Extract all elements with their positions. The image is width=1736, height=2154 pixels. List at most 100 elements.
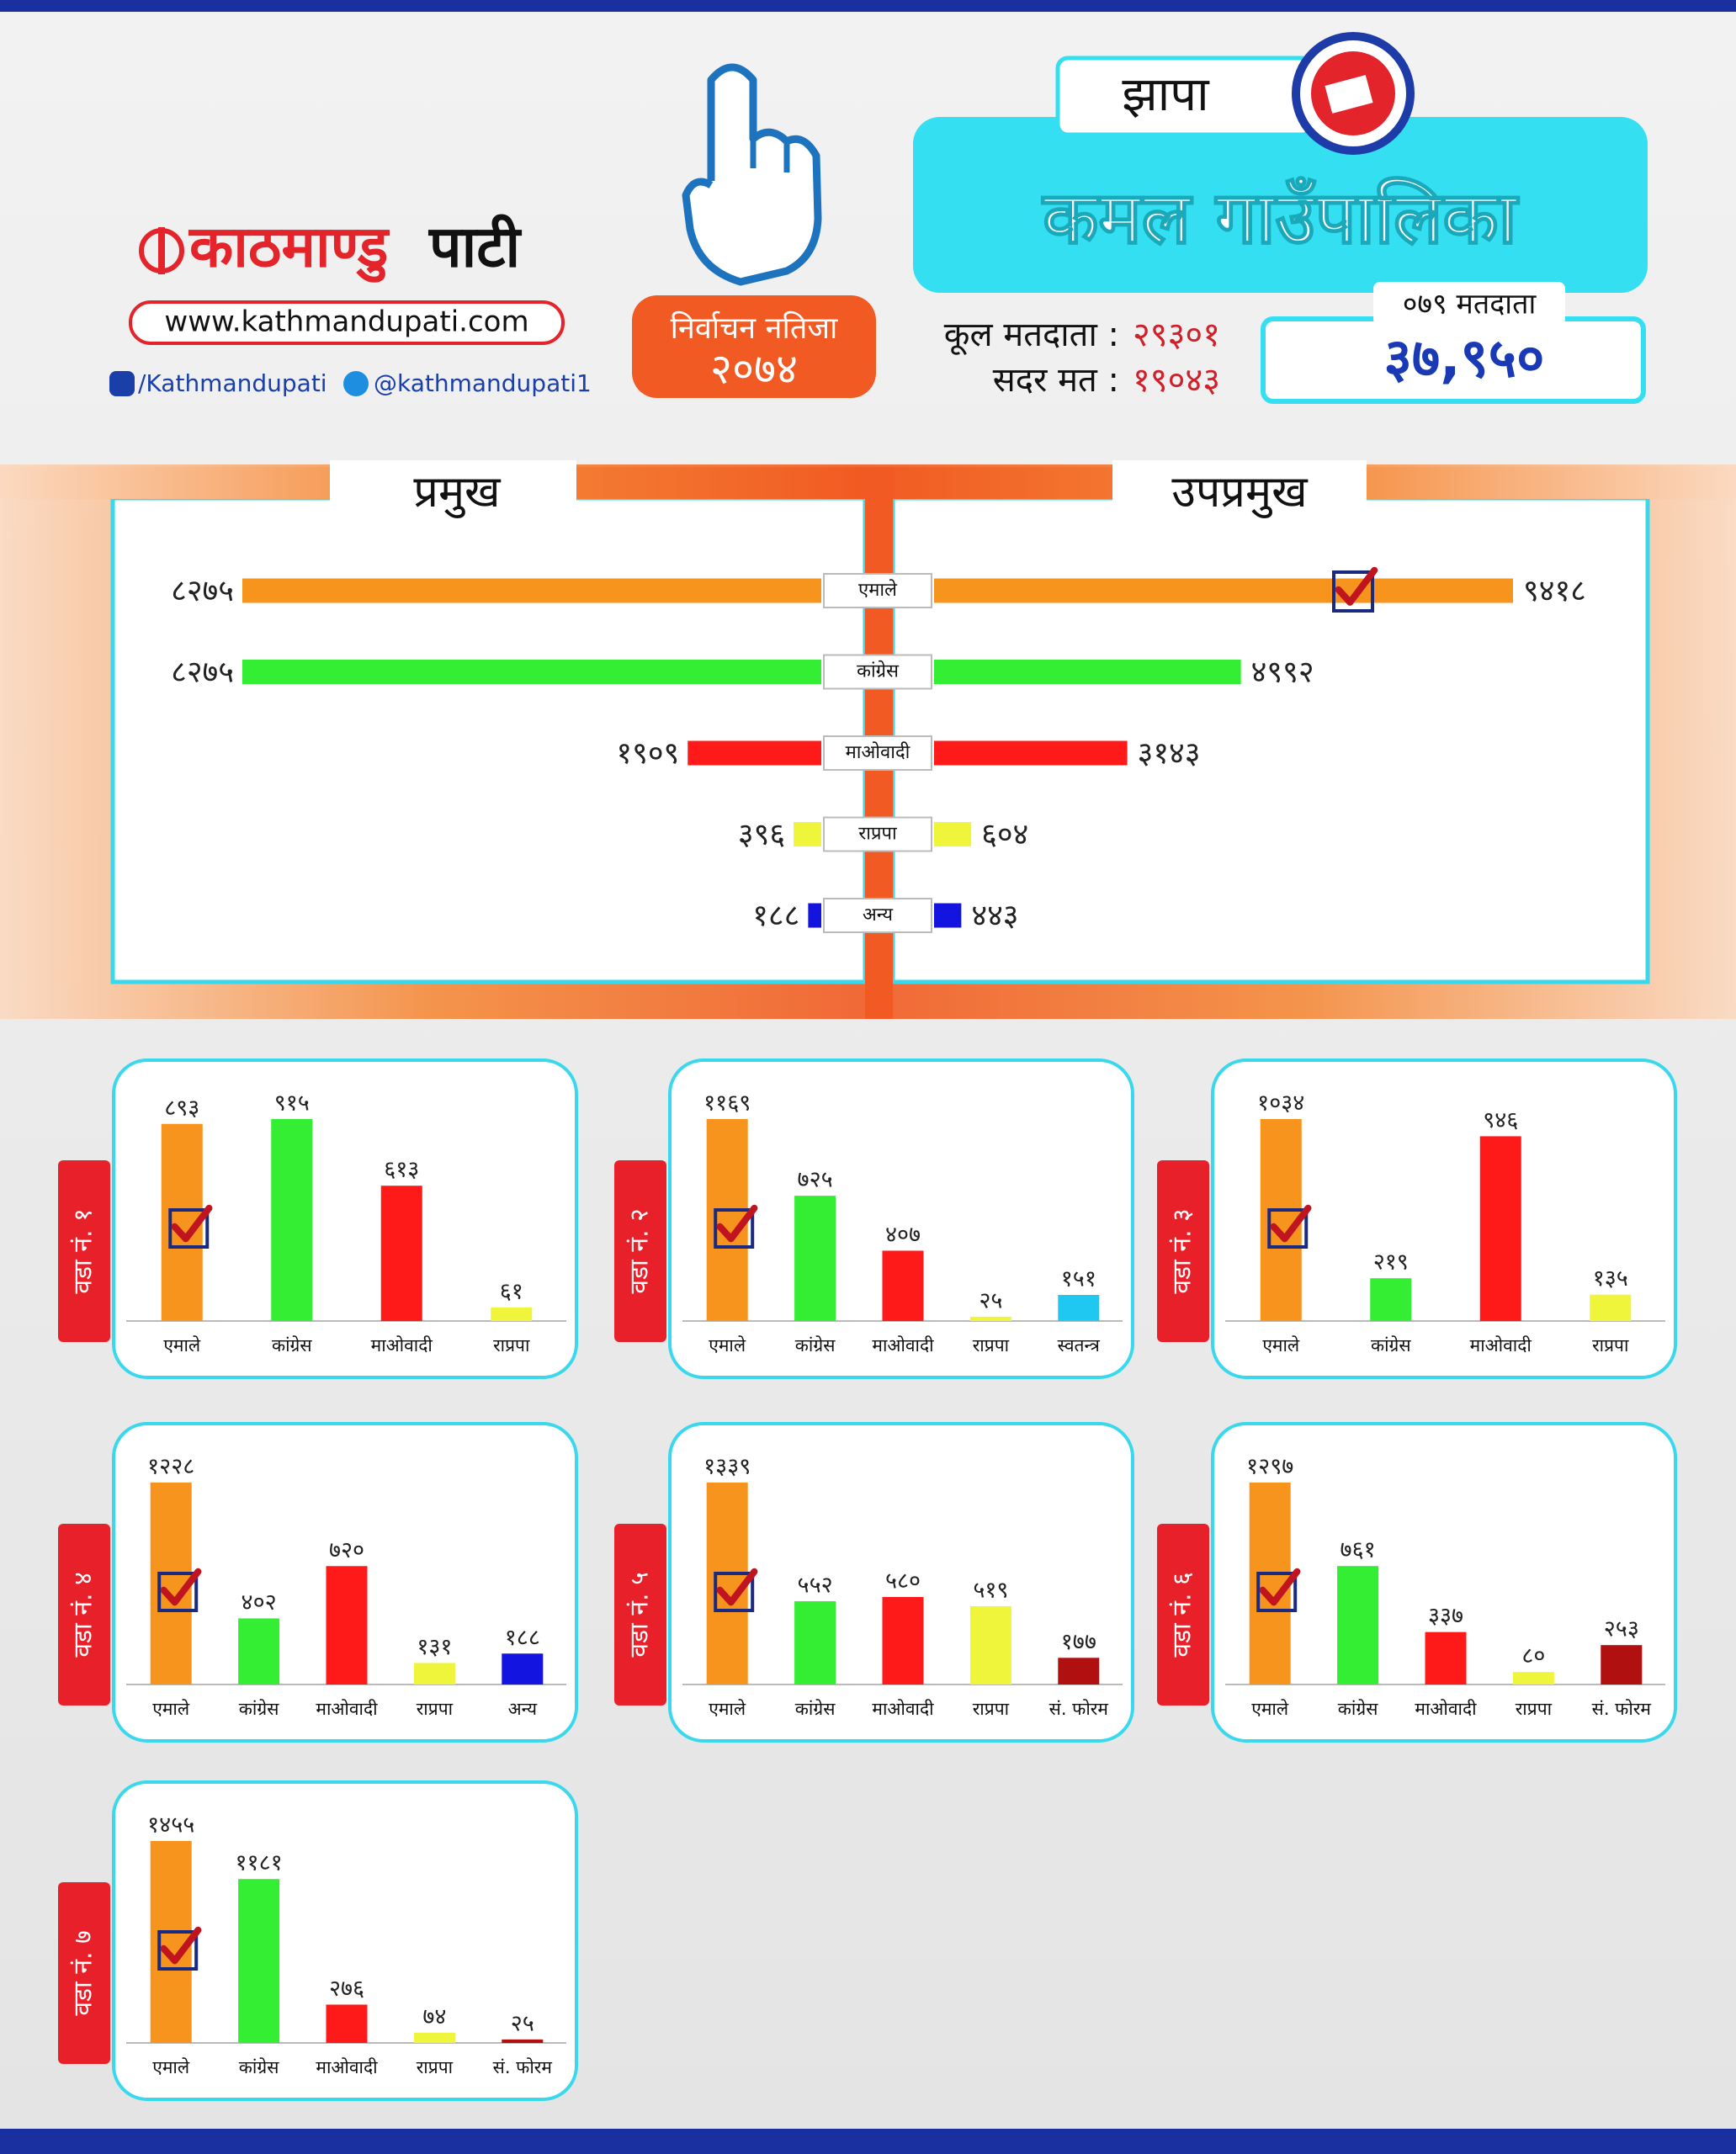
value-label: २५ bbox=[979, 1287, 1002, 1313]
category-label: एमाले bbox=[709, 1335, 746, 1356]
value-label: ३३७ bbox=[1428, 1603, 1463, 1629]
ward-tab bbox=[614, 1524, 666, 1706]
bar bbox=[934, 578, 1513, 603]
category-label: एमाले bbox=[709, 1699, 746, 1719]
bar bbox=[1337, 1566, 1379, 1684]
bar bbox=[1512, 1672, 1554, 1684]
tab-left bbox=[330, 460, 576, 528]
bar bbox=[1058, 1658, 1100, 1684]
check-box bbox=[168, 1208, 210, 1249]
logo-icon-bar bbox=[158, 227, 165, 274]
bar bbox=[238, 1879, 280, 2043]
category-box bbox=[823, 735, 932, 771]
bar bbox=[238, 1618, 280, 1684]
voters-079-tab bbox=[1373, 282, 1565, 326]
bar bbox=[794, 1196, 836, 1321]
bar bbox=[150, 1841, 192, 2043]
category-label: एमाले bbox=[1262, 1335, 1300, 1356]
value-label: ७४ bbox=[422, 2003, 446, 2029]
value-label: १२९७ bbox=[1246, 1454, 1293, 1480]
bar bbox=[1249, 1483, 1291, 1684]
value-label: १३१ bbox=[417, 1634, 452, 1660]
category-label: कांग्रेस bbox=[239, 2057, 279, 2077]
category-label: राप्रपा bbox=[493, 1335, 530, 1356]
check-box bbox=[157, 1572, 199, 1612]
bar bbox=[326, 2004, 368, 2043]
ward-title: वडा नं. ७ bbox=[69, 1930, 98, 2015]
value-label: १३५ bbox=[1593, 1265, 1628, 1292]
bar bbox=[1370, 1278, 1412, 1321]
value-label: ११६९ bbox=[703, 1090, 751, 1117]
ward-tab bbox=[1157, 1524, 1209, 1706]
bar bbox=[326, 1566, 368, 1684]
bar bbox=[413, 2032, 455, 2043]
check-mark bbox=[716, 1568, 758, 1606]
twitter-icon bbox=[343, 371, 369, 396]
category-label: राप्रपा bbox=[1516, 1699, 1553, 1719]
ballot-envelope bbox=[1325, 75, 1373, 114]
value-label: ९१५ bbox=[274, 1090, 310, 1117]
bar bbox=[242, 660, 821, 684]
value-label: ७६१ bbox=[1340, 1537, 1376, 1563]
category-label: कांग्रेस bbox=[239, 1699, 279, 1719]
ward-title: वडा नं. ५ bbox=[625, 1572, 655, 1657]
category-label: कांग्रेस bbox=[795, 1699, 836, 1719]
value-label: ६१३ bbox=[384, 1157, 419, 1183]
category-label: माओवादी bbox=[1470, 1335, 1532, 1356]
facebook: /Kathmandupati bbox=[138, 369, 327, 397]
bar bbox=[1260, 1119, 1302, 1321]
ward-card bbox=[112, 1780, 578, 2101]
value-label: ९४१८ bbox=[1523, 574, 1586, 608]
category-box bbox=[823, 816, 932, 852]
check-mark bbox=[160, 1568, 202, 1606]
bar bbox=[502, 1653, 544, 1684]
logo-right: पाटी bbox=[427, 215, 523, 281]
bar bbox=[969, 1316, 1011, 1321]
logo-left: काठमाण्डु bbox=[188, 215, 390, 284]
value-label: ४०७ bbox=[885, 1222, 921, 1248]
top-strip bbox=[0, 0, 1736, 12]
category-label: सं. फोरम bbox=[1049, 1699, 1109, 1719]
ward-tab bbox=[58, 1160, 110, 1342]
check-mark bbox=[171, 1204, 213, 1243]
value-label: ९४६ bbox=[1483, 1107, 1518, 1133]
voters-label: कूल मतदाता : bbox=[944, 316, 1119, 355]
value-label: १५१ bbox=[1061, 1265, 1096, 1292]
value-label: ८२७५ bbox=[171, 574, 234, 608]
category-label: कांग्रेस bbox=[1338, 1699, 1378, 1719]
value-label: १९०९ bbox=[616, 736, 679, 771]
value-label: ७२५ bbox=[798, 1167, 833, 1193]
category-box bbox=[823, 654, 932, 690]
category-label: माओवादी bbox=[872, 1335, 934, 1356]
website: www.kathmandupati.com bbox=[164, 305, 528, 339]
category-label: स्वतन्त्र bbox=[1058, 1335, 1101, 1356]
bar bbox=[794, 822, 821, 846]
bottom-strip bbox=[0, 2129, 1736, 2154]
category-label: माओवादी bbox=[872, 1699, 934, 1719]
check-box bbox=[714, 1572, 755, 1612]
category-label: एमाले bbox=[858, 579, 898, 601]
bar bbox=[502, 2039, 544, 2043]
bar bbox=[1479, 1136, 1521, 1321]
valid-votes-label: सदर मत : bbox=[993, 361, 1119, 400]
bar bbox=[934, 822, 972, 846]
category-label: अन्य bbox=[508, 1699, 538, 1719]
bar bbox=[706, 1119, 748, 1321]
series-tab-label: उपप्रमुख bbox=[1171, 467, 1309, 518]
category-label: एमाले bbox=[1251, 1699, 1289, 1719]
ward-tab bbox=[58, 1524, 110, 1706]
value-label: ८९३ bbox=[164, 1095, 199, 1121]
bar bbox=[380, 1186, 422, 1321]
ward-title: वडा नं. ४ bbox=[69, 1572, 98, 1657]
voters-value: २९३०१ bbox=[1133, 316, 1220, 354]
category-label: राप्रपा bbox=[973, 1335, 1010, 1356]
bar bbox=[882, 1597, 924, 1684]
check-mark bbox=[1335, 566, 1378, 606]
bar bbox=[150, 1483, 192, 1684]
category-label: कांग्रेस bbox=[795, 1335, 836, 1356]
ward-title: वडा नं. ६ bbox=[1168, 1572, 1197, 1657]
category-label: माओवादी bbox=[371, 1335, 433, 1356]
value-label: २५ bbox=[511, 2010, 534, 2036]
